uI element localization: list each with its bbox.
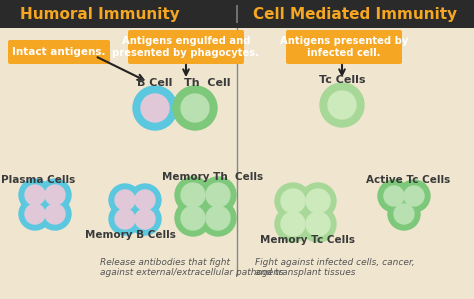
Text: Humoral Immunity: Humoral Immunity (20, 7, 180, 22)
Text: Memory B Cells: Memory B Cells (84, 230, 175, 240)
FancyBboxPatch shape (286, 30, 402, 64)
Circle shape (19, 179, 51, 211)
Circle shape (306, 212, 330, 236)
Circle shape (109, 184, 141, 216)
Text: Antigens engulfed and
presented by phagocytes.: Antigens engulfed and presented by phago… (112, 36, 259, 58)
Circle shape (281, 212, 305, 236)
Circle shape (39, 179, 71, 211)
Circle shape (328, 91, 356, 119)
Text: Active Tc Cells: Active Tc Cells (366, 175, 450, 185)
Circle shape (200, 177, 236, 213)
Circle shape (300, 183, 336, 219)
Circle shape (404, 186, 424, 206)
Text: B Cell: B Cell (137, 78, 173, 88)
Text: Antigens presented by
infected cell.: Antigens presented by infected cell. (280, 36, 408, 58)
Circle shape (25, 204, 45, 224)
Circle shape (181, 94, 209, 122)
Circle shape (135, 190, 155, 210)
Text: Intact antigens.: Intact antigens. (12, 47, 106, 57)
Circle shape (181, 183, 205, 207)
Text: Cell Mediated Immunity: Cell Mediated Immunity (253, 7, 457, 22)
Circle shape (173, 86, 217, 130)
Circle shape (175, 177, 211, 213)
Text: Memory Th  Cells: Memory Th Cells (163, 172, 264, 182)
Circle shape (206, 206, 230, 230)
Circle shape (135, 209, 155, 229)
Circle shape (109, 203, 141, 235)
Text: Release antibodies that fight
against external/extracellular pathogens: Release antibodies that fight against ex… (100, 258, 284, 277)
Text: Tc Cells: Tc Cells (319, 75, 365, 85)
Circle shape (281, 189, 305, 213)
Circle shape (129, 184, 161, 216)
Text: |: | (234, 5, 240, 23)
Circle shape (306, 189, 330, 213)
Circle shape (175, 200, 211, 236)
Circle shape (378, 180, 410, 212)
Circle shape (388, 198, 420, 230)
Circle shape (25, 185, 45, 205)
Text: Plasma Cells: Plasma Cells (1, 175, 75, 185)
Text: Fight against infected cells, cancer,
and transplant tissues: Fight against infected cells, cancer, an… (255, 258, 415, 277)
Circle shape (275, 206, 311, 242)
Circle shape (39, 198, 71, 230)
Circle shape (181, 206, 205, 230)
Bar (0, 0, 474, 28)
Circle shape (300, 206, 336, 242)
Circle shape (141, 94, 169, 122)
Circle shape (206, 183, 230, 207)
Circle shape (384, 186, 404, 206)
FancyBboxPatch shape (8, 40, 110, 64)
Circle shape (320, 83, 364, 127)
Circle shape (129, 203, 161, 235)
Circle shape (19, 198, 51, 230)
Circle shape (275, 183, 311, 219)
Circle shape (115, 209, 135, 229)
FancyBboxPatch shape (128, 30, 244, 64)
Circle shape (45, 204, 65, 224)
Circle shape (45, 185, 65, 205)
Circle shape (398, 180, 430, 212)
Text: Th  Cell: Th Cell (184, 78, 230, 88)
Circle shape (200, 200, 236, 236)
Circle shape (115, 190, 135, 210)
Circle shape (394, 204, 414, 224)
Circle shape (133, 86, 177, 130)
Text: Memory Tc Cells: Memory Tc Cells (261, 235, 356, 245)
